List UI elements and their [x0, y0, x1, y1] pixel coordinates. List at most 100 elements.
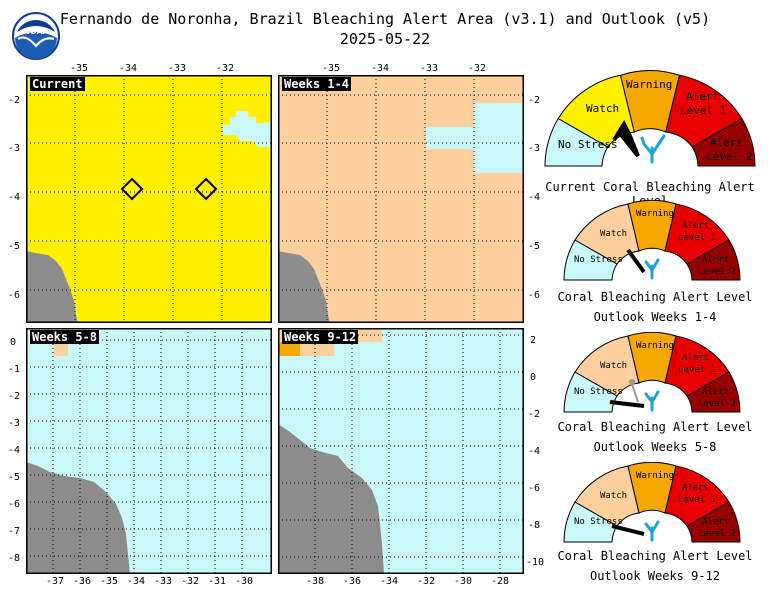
map-current: Current — [25, 74, 273, 324]
gauge-label-warning: Warning — [636, 341, 674, 351]
gauge-caption-5-8-line1: Coral Bleaching Alert Level — [557, 420, 753, 434]
title-line-1: Fernando de Noronha, Brazil Bleaching Al… — [59, 10, 711, 28]
lon-tick: -33 — [154, 576, 173, 587]
title-date: 2025-05-22 — [339, 30, 431, 48]
gauge-caption-5-8-line2: Outlook Weeks 5-8 — [593, 440, 717, 454]
lat-tick: -3 — [528, 143, 541, 154]
lon-tick: -35 — [70, 63, 89, 74]
gauge-label-watch: Watch — [600, 229, 627, 239]
gauge-label-no-stress: No Stress — [558, 138, 618, 151]
gauge-needle — [612, 119, 640, 158]
gauge-label-alert2: Alert — [702, 387, 729, 397]
lat-tick: -8 — [528, 520, 541, 531]
lon-tick: -35 — [100, 576, 119, 587]
gauge-label-watch: Watch — [586, 102, 619, 115]
lon-tick: -30 — [454, 576, 473, 587]
lat-tick: -3 — [8, 418, 21, 429]
lat-tick: -5 — [8, 472, 21, 483]
map-frame — [277, 74, 525, 324]
lat-tick: -1 — [8, 364, 21, 375]
coral-icon — [644, 258, 660, 280]
lat-tick: -6 — [8, 290, 21, 301]
lat-tick: -2 — [528, 409, 541, 420]
gauge-label-alert2: Alert — [710, 136, 743, 149]
lat-tick: -4 — [528, 192, 541, 203]
lat-tick: 0 — [530, 372, 537, 383]
lat-tick: -10 — [526, 557, 545, 568]
lat-tick: -5 — [528, 241, 541, 252]
gauge-needle-previous — [631, 383, 639, 403]
map-frame — [25, 74, 273, 324]
gauge-label-warning: Warning — [636, 209, 674, 219]
map-weeks-9-12: Weeks 9-12 — [277, 327, 525, 575]
gauge-label-alert1: Alert — [682, 353, 709, 363]
lon-tick: -36 — [343, 576, 362, 587]
lon-tick: -36 — [73, 576, 92, 587]
gauge-label-alert1-level: Level 1 — [678, 233, 716, 243]
gauge-label-alert1: Alert — [686, 90, 719, 103]
lon-tick: -34 — [380, 576, 399, 587]
gauge-needle — [609, 400, 645, 408]
gauge-weeks-1-4: No Stress Watch Warning Alert Level 1 Al… — [563, 200, 741, 281]
gauge-label-warning: Warning — [636, 471, 674, 481]
gauge-needle-previous-tip — [629, 379, 635, 385]
gauge-caption-9-12-line1: Coral Bleaching Alert Level — [557, 549, 753, 563]
coral-icon — [644, 520, 660, 542]
gauge-caption-9-12-line2: Outlook Weeks 9-12 — [589, 569, 721, 583]
lon-tick: -28 — [491, 576, 510, 587]
lat-tick: -5 — [8, 241, 21, 252]
gauge-label-alert2-level: Level 2 — [698, 399, 736, 409]
gauge-current: No Stress Watch Warning Alert Level 1 Al… — [544, 70, 756, 167]
lat-tick: -6 — [528, 483, 541, 494]
lon-tick: -35 — [322, 63, 341, 74]
map-frame — [277, 327, 525, 575]
gauge-weeks-9-12: No Stress Watch Warning Alert Level 1 Al… — [563, 462, 741, 543]
gauge-label-alert2-level: Level 2 — [698, 529, 736, 539]
gauge-label-no-stress: No Stress — [574, 387, 623, 397]
gauge-weeks-5-8: No Stress Watch Warning Alert Level 1 Al… — [563, 332, 741, 413]
gauge-label-alert1-level: Level 1 — [680, 104, 726, 117]
gauge-needle — [626, 248, 646, 274]
lat-tick: -8 — [8, 553, 21, 564]
noaa-logo-text: NOAA — [23, 27, 49, 36]
map-label-weeks-5-8: Weeks 5-8 — [30, 330, 100, 344]
gauge-caption-1-4-line2: Outlook Weeks 1-4 — [593, 310, 717, 324]
lon-tick: -34 — [371, 63, 390, 74]
lat-tick: -3 — [8, 143, 21, 154]
lon-tick: -37 — [46, 576, 65, 587]
lon-tick: -33 — [420, 63, 439, 74]
gauge-caption-1-4-line1: Coral Bleaching Alert Level — [557, 290, 753, 304]
lon-tick: -32 — [181, 576, 200, 587]
gauge-label-alert1-level: Level 1 — [678, 365, 716, 375]
map-label-current: Current — [30, 77, 85, 91]
lon-tick: -33 — [168, 63, 187, 74]
coral-icon — [644, 390, 660, 412]
gauge-label-alert2-level: Level 2 — [706, 150, 752, 163]
lat-tick: 2 — [530, 335, 537, 346]
map-weeks-1-4: Weeks 1-4 — [277, 74, 525, 324]
lat-tick: -2 — [8, 95, 21, 106]
lat-tick: -7 — [8, 526, 21, 537]
lat-tick: -6 — [8, 499, 21, 510]
lon-tick: -31 — [208, 576, 227, 587]
gauge-label-no-stress: No Stress — [574, 255, 623, 265]
gauge-label-alert2-level: Level 2 — [698, 267, 736, 277]
gauge-label-alert2: Alert — [702, 517, 729, 527]
lat-tick: -4 — [528, 446, 541, 457]
noaa-logo: NOAA — [12, 12, 60, 60]
lon-tick: -32 — [216, 63, 235, 74]
lon-tick: -34 — [119, 63, 138, 74]
map-frame — [25, 327, 273, 575]
lat-tick: -6 — [528, 290, 541, 301]
coral-icon — [640, 134, 666, 164]
gauge-label-alert1-level: Level 1 — [678, 495, 716, 505]
lon-tick: -34 — [127, 576, 146, 587]
gauge-label-watch: Watch — [600, 361, 627, 371]
map-label-weeks-9-12: Weeks 9-12 — [282, 330, 359, 344]
gauge-label-watch: Watch — [600, 491, 627, 501]
lat-tick: -2 — [8, 391, 21, 402]
gauge-label-alert1: Alert — [682, 483, 709, 493]
gauge-label-no-stress: No Stress — [574, 517, 623, 527]
gauge-label-alert2: Alert — [702, 255, 729, 265]
lat-tick: -4 — [8, 445, 21, 456]
